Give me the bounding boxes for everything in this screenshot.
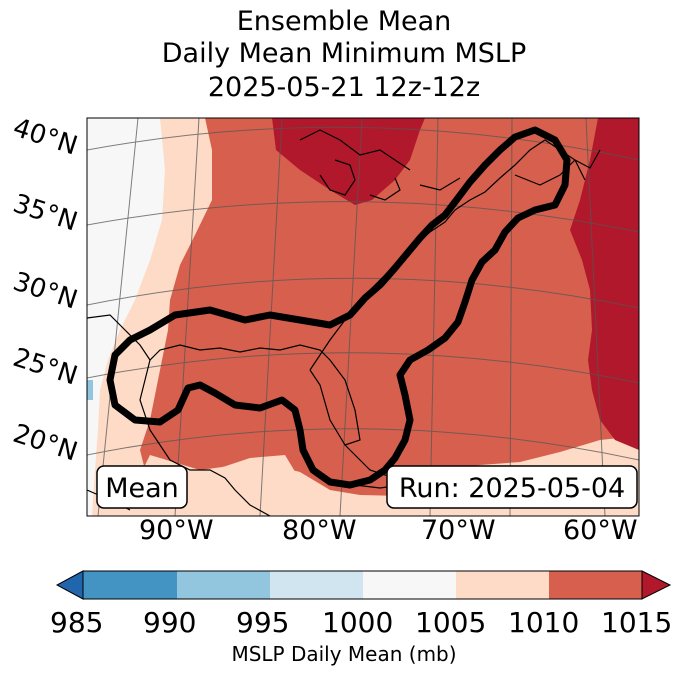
lon-label-60w: 60°W [563,515,638,546]
title-line-1: Ensemble Mean [236,6,452,37]
colorbar-segment-990-995 [177,571,270,599]
colorbar-segment-985-990 [83,571,177,599]
longitude-line-95w [97,118,139,516]
pressure-fill-above-1015-north [272,118,425,205]
longitude-line-65w [585,118,606,516]
colorbar-segment-1000-1005 [363,571,456,599]
ensemble-mean-contour [106,126,571,489]
colorbar-segment-1005-1010 [456,571,549,599]
colorbar-tick-985: 985 [50,606,104,639]
colorbar-tick-1000: 1000 [322,606,394,639]
colorbar-title: MSLP Daily Mean (mb) [231,642,457,666]
colorbar-tick-1010: 1010 [508,606,580,639]
colorbar-segment-995-1000 [270,571,363,599]
map-frame [86,117,640,517]
colorbar-segment-1010-1015 [549,571,642,599]
colorbar-extend-max [641,570,672,600]
latitude-line-30n [87,277,639,309]
title-line-2: Daily Mean Minimum MSLP [161,38,527,69]
run-box-text: Run: 2025-05-04 [399,473,625,504]
colorbar-extend-min [55,570,84,600]
mean-box-text: Mean [105,473,179,504]
colorbar-frame [82,570,643,600]
pressure-fill-above-1015-east [570,118,639,450]
colorbar-tick-1015: 1015 [601,606,673,639]
title-line-3: 2025-05-21 12z-12z [207,72,481,103]
map-panel [87,118,639,516]
colorbar-tick-1005: 1005 [415,606,487,639]
lon-label-80w: 80°W [282,515,357,546]
lon-label-90w: 90°W [139,515,214,546]
latitude-line-25n [87,352,639,384]
latitude-line-35n [87,201,639,233]
mean-box [96,465,188,509]
lon-label-70w: 70°W [421,515,496,546]
longitude-line-70w [509,118,513,516]
pressure-fill-990-995 [87,380,93,400]
run-box [386,465,638,509]
longitude-line-90w [174,118,200,516]
latitude-line-20n [87,428,639,461]
colorbar-tick-990: 990 [143,606,197,639]
colorbar-tick-995: 995 [236,606,290,639]
longitude-line-75w [429,118,439,516]
colorbar [55,570,672,600]
